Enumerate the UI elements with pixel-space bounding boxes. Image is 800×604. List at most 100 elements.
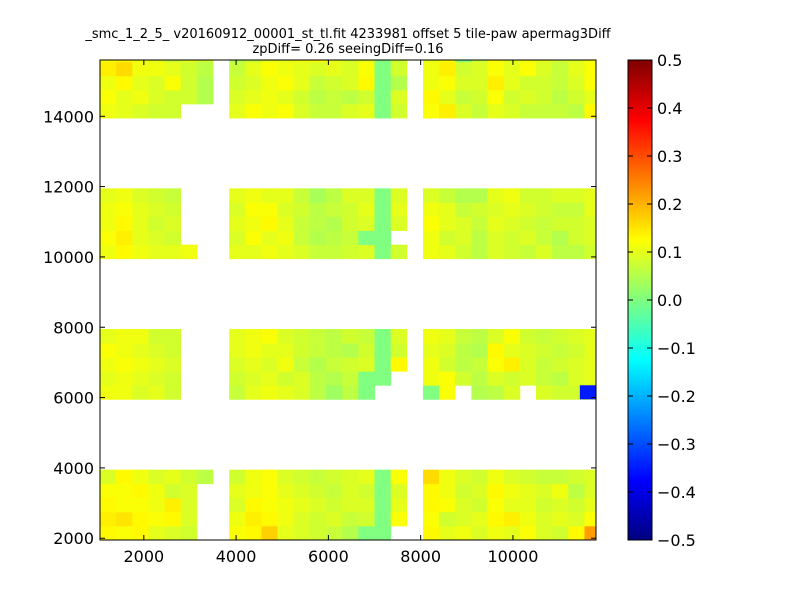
heatmap-cell	[374, 61, 392, 77]
heatmap-cell	[148, 244, 165, 260]
colorbar-tick-label: −0.4	[657, 483, 696, 502]
heatmap-cell	[358, 230, 375, 246]
heatmap-cell	[326, 371, 343, 386]
heatmap-cell	[584, 230, 596, 246]
heatmap-cell	[245, 329, 262, 344]
heatmap-cell	[568, 60, 585, 63]
y-tick-label: 4000	[53, 459, 94, 478]
heatmap-cell	[503, 188, 521, 203]
heatmap-cell	[309, 469, 327, 485]
heatmap-cell	[309, 60, 327, 63]
heatmap-cell	[116, 60, 133, 63]
heatmap-cell	[100, 357, 117, 372]
heatmap-cell	[293, 60, 311, 63]
y-tick-label: 2000	[53, 529, 94, 548]
heatmap-cell	[293, 371, 311, 386]
heatmap-cell	[584, 188, 596, 203]
heatmap-cell	[552, 483, 569, 499]
heatmap-cell	[164, 469, 182, 485]
heatmap-cell	[439, 216, 456, 231]
heatmap-cell	[148, 216, 165, 231]
heatmap-cell	[519, 357, 537, 372]
heatmap-cell	[568, 216, 585, 231]
heatmap-cell	[374, 371, 392, 386]
heatmap-cell	[390, 188, 408, 203]
heatmap-cell	[471, 371, 488, 386]
heatmap-cell	[326, 60, 343, 63]
colorbar-tick-label: −0.3	[657, 435, 696, 454]
heatmap-cell	[519, 216, 537, 231]
heatmap-cell	[261, 385, 279, 400]
heatmap-cell	[503, 483, 521, 499]
heatmap-cell	[229, 385, 246, 400]
heatmap-cell	[552, 202, 569, 217]
heatmap-cell	[455, 469, 472, 485]
heatmap-cell	[519, 497, 537, 513]
heatmap-cell	[229, 469, 246, 485]
heatmap-cell	[568, 343, 585, 358]
heatmap-cell	[487, 371, 505, 386]
heatmap-cell	[439, 244, 456, 260]
heatmap-cell	[487, 469, 505, 485]
heatmap-cell	[519, 202, 537, 217]
heatmap-cell	[422, 188, 440, 203]
heatmap-cell	[261, 89, 279, 105]
heatmap-cell	[261, 75, 279, 91]
heatmap-cell	[439, 230, 456, 246]
heatmap-cell	[584, 202, 596, 217]
heatmap-cell	[471, 60, 488, 63]
heatmap-cell	[568, 483, 585, 499]
heatmap-cell	[358, 511, 375, 527]
heatmap-cell	[455, 525, 472, 540]
heatmap-cell	[261, 497, 279, 513]
heatmap-cell	[229, 75, 246, 91]
heatmap-cell	[245, 89, 262, 105]
heatmap-cell	[148, 202, 165, 217]
heatmap-cell	[552, 343, 569, 358]
heatmap-cell	[100, 230, 117, 246]
heatmap-cell	[519, 343, 537, 358]
heatmap-cell	[487, 230, 505, 246]
heatmap-cell	[261, 483, 279, 499]
heatmap-cell	[293, 525, 311, 540]
heatmap-cell	[100, 244, 117, 260]
heatmap-cell	[390, 343, 408, 358]
heatmap-cell	[503, 202, 521, 217]
heatmap-cell	[116, 244, 133, 260]
heatmap-cell	[164, 75, 182, 91]
heatmap-cell	[536, 188, 553, 203]
heatmap-cell	[132, 216, 149, 231]
heatmap-cell	[536, 371, 553, 386]
heatmap-cell	[422, 230, 440, 246]
heatmap-cell	[293, 329, 311, 344]
heatmap-cell	[342, 60, 359, 63]
heatmap-cell	[374, 469, 392, 485]
heatmap-cell	[358, 525, 375, 540]
heatmap-cell	[116, 61, 133, 77]
heatmap-cell	[471, 188, 488, 203]
heatmap-cell	[390, 61, 408, 77]
heatmap-cell	[148, 511, 165, 527]
y-tick-label: 10000	[43, 248, 94, 267]
heatmap-cell	[309, 483, 327, 499]
heatmap-cell	[503, 525, 521, 540]
heatmap-cell	[245, 497, 262, 513]
heatmap-cell	[309, 230, 327, 246]
heatmap-cell	[245, 385, 262, 400]
heatmap-cell	[519, 75, 537, 91]
y-tick-label: 12000	[43, 178, 94, 197]
heatmap-cell	[277, 202, 295, 217]
heatmap-cell	[116, 525, 133, 540]
heatmap-cell	[342, 511, 359, 527]
heatmap-cell	[180, 525, 198, 540]
heatmap-cell	[148, 188, 165, 203]
heatmap-cell	[422, 75, 440, 91]
heatmap-cell	[471, 483, 488, 499]
heatmap-cell	[568, 202, 585, 217]
heatmap-cell	[245, 230, 262, 246]
heatmap-cell	[148, 60, 165, 63]
heatmap-cell	[229, 343, 246, 358]
heatmap-cell	[180, 469, 198, 485]
y-tick-label: 6000	[53, 389, 94, 408]
